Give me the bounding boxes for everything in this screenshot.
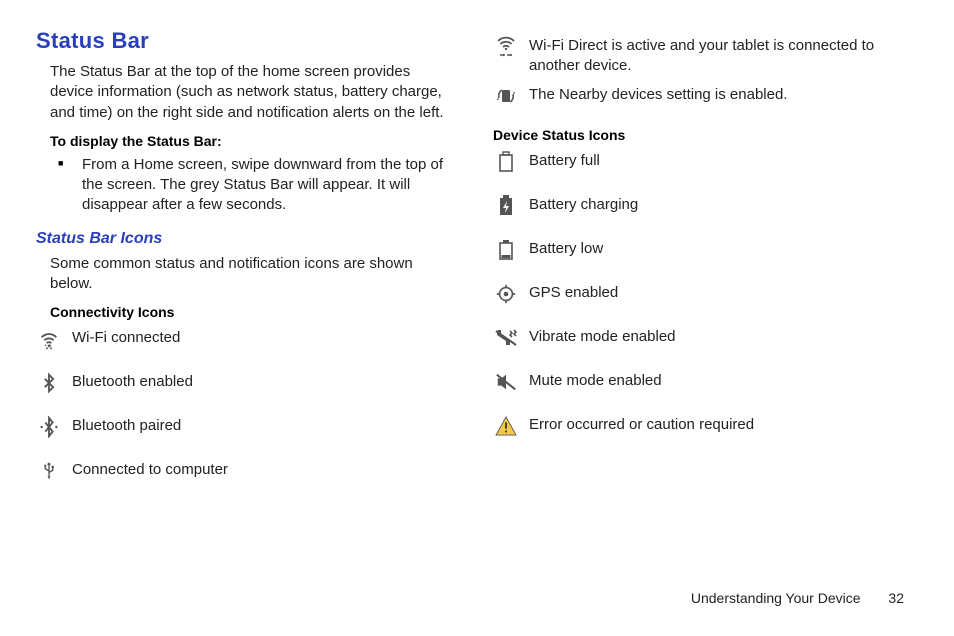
icon-label: Connected to computer xyxy=(72,458,228,480)
page-content: Status Bar The Status Bar at the top of … xyxy=(0,0,954,502)
battery-full-icon xyxy=(493,149,519,175)
page-number: 32 xyxy=(888,590,904,606)
icon-row-bluetooth-enabled: Bluetooth enabled xyxy=(36,370,447,396)
icon-label: Battery charging xyxy=(529,193,638,215)
device-icon-list: Battery full Battery charging Battery lo… xyxy=(493,149,904,439)
mute-icon xyxy=(493,369,519,395)
icons-intro-text: Some common status and notification icon… xyxy=(50,254,447,295)
right-column: Wi-Fi Direct is active and your tablet i… xyxy=(493,28,904,502)
icon-label: Bluetooth paired xyxy=(72,414,181,436)
bluetooth-icon xyxy=(36,370,62,396)
icon-label: The Nearby devices setting is enabled. xyxy=(529,83,787,105)
icon-row-battery-low: Battery low xyxy=(493,237,904,263)
icon-row-mute: Mute mode enabled xyxy=(493,369,904,395)
icon-label: GPS enabled xyxy=(529,281,618,303)
display-heading: To display the Status Bar: xyxy=(50,133,447,149)
icon-row-error: Error occurred or caution required xyxy=(493,413,904,439)
icon-row-wifi-direct: Wi-Fi Direct is active and your tablet i… xyxy=(493,34,904,75)
battery-low-icon xyxy=(493,237,519,263)
icon-row-vibrate: Vibrate mode enabled xyxy=(493,325,904,351)
instruction-list: From a Home screen, swipe downward from … xyxy=(58,155,447,216)
caution-icon xyxy=(493,413,519,439)
connectivity-heading: Connectivity Icons xyxy=(50,304,447,320)
icon-label: Vibrate mode enabled xyxy=(529,325,676,347)
icon-row-wifi: Wi-Fi connected xyxy=(36,326,447,352)
icon-label: Error occurred or caution required xyxy=(529,413,754,435)
icon-row-bluetooth-paired: Bluetooth paired xyxy=(36,414,447,440)
wifi-direct-icon xyxy=(493,34,519,60)
connectivity-icon-list: Wi-Fi connected Bluetooth enabled Blueto… xyxy=(36,326,447,484)
left-column: Status Bar The Status Bar at the top of … xyxy=(36,28,447,502)
usb-icon xyxy=(36,458,62,484)
wifi-icon xyxy=(36,326,62,352)
icon-row-gps: GPS enabled xyxy=(493,281,904,307)
vibrate-icon xyxy=(493,325,519,351)
nearby-devices-icon xyxy=(493,83,519,109)
battery-charging-icon xyxy=(493,193,519,219)
icon-row-battery-full: Battery full xyxy=(493,149,904,175)
gps-icon xyxy=(493,281,519,307)
icon-row-usb: Connected to computer xyxy=(36,458,447,484)
status-bar-icons-heading: Status Bar Icons xyxy=(36,230,447,248)
icon-label: Battery full xyxy=(529,149,600,171)
bluetooth-paired-icon xyxy=(36,414,62,440)
connectivity-continued: Wi-Fi Direct is active and your tablet i… xyxy=(493,34,904,109)
device-status-heading: Device Status Icons xyxy=(493,127,904,143)
footer-section: Understanding Your Device xyxy=(691,590,861,606)
icon-row-battery-charging: Battery charging xyxy=(493,193,904,219)
page-title: Status Bar xyxy=(36,28,447,54)
instruction-item: From a Home screen, swipe downward from … xyxy=(58,155,447,216)
intro-text: The Status Bar at the top of the home sc… xyxy=(50,62,447,123)
icon-row-nearby: The Nearby devices setting is enabled. xyxy=(493,83,904,109)
icon-label: Bluetooth enabled xyxy=(72,370,193,392)
icon-label: Battery low xyxy=(529,237,603,259)
icon-label: Wi-Fi Direct is active and your tablet i… xyxy=(529,34,904,75)
page-footer: Understanding Your Device 32 xyxy=(691,590,904,606)
icon-label: Mute mode enabled xyxy=(529,369,662,391)
icon-label: Wi-Fi connected xyxy=(72,326,180,348)
